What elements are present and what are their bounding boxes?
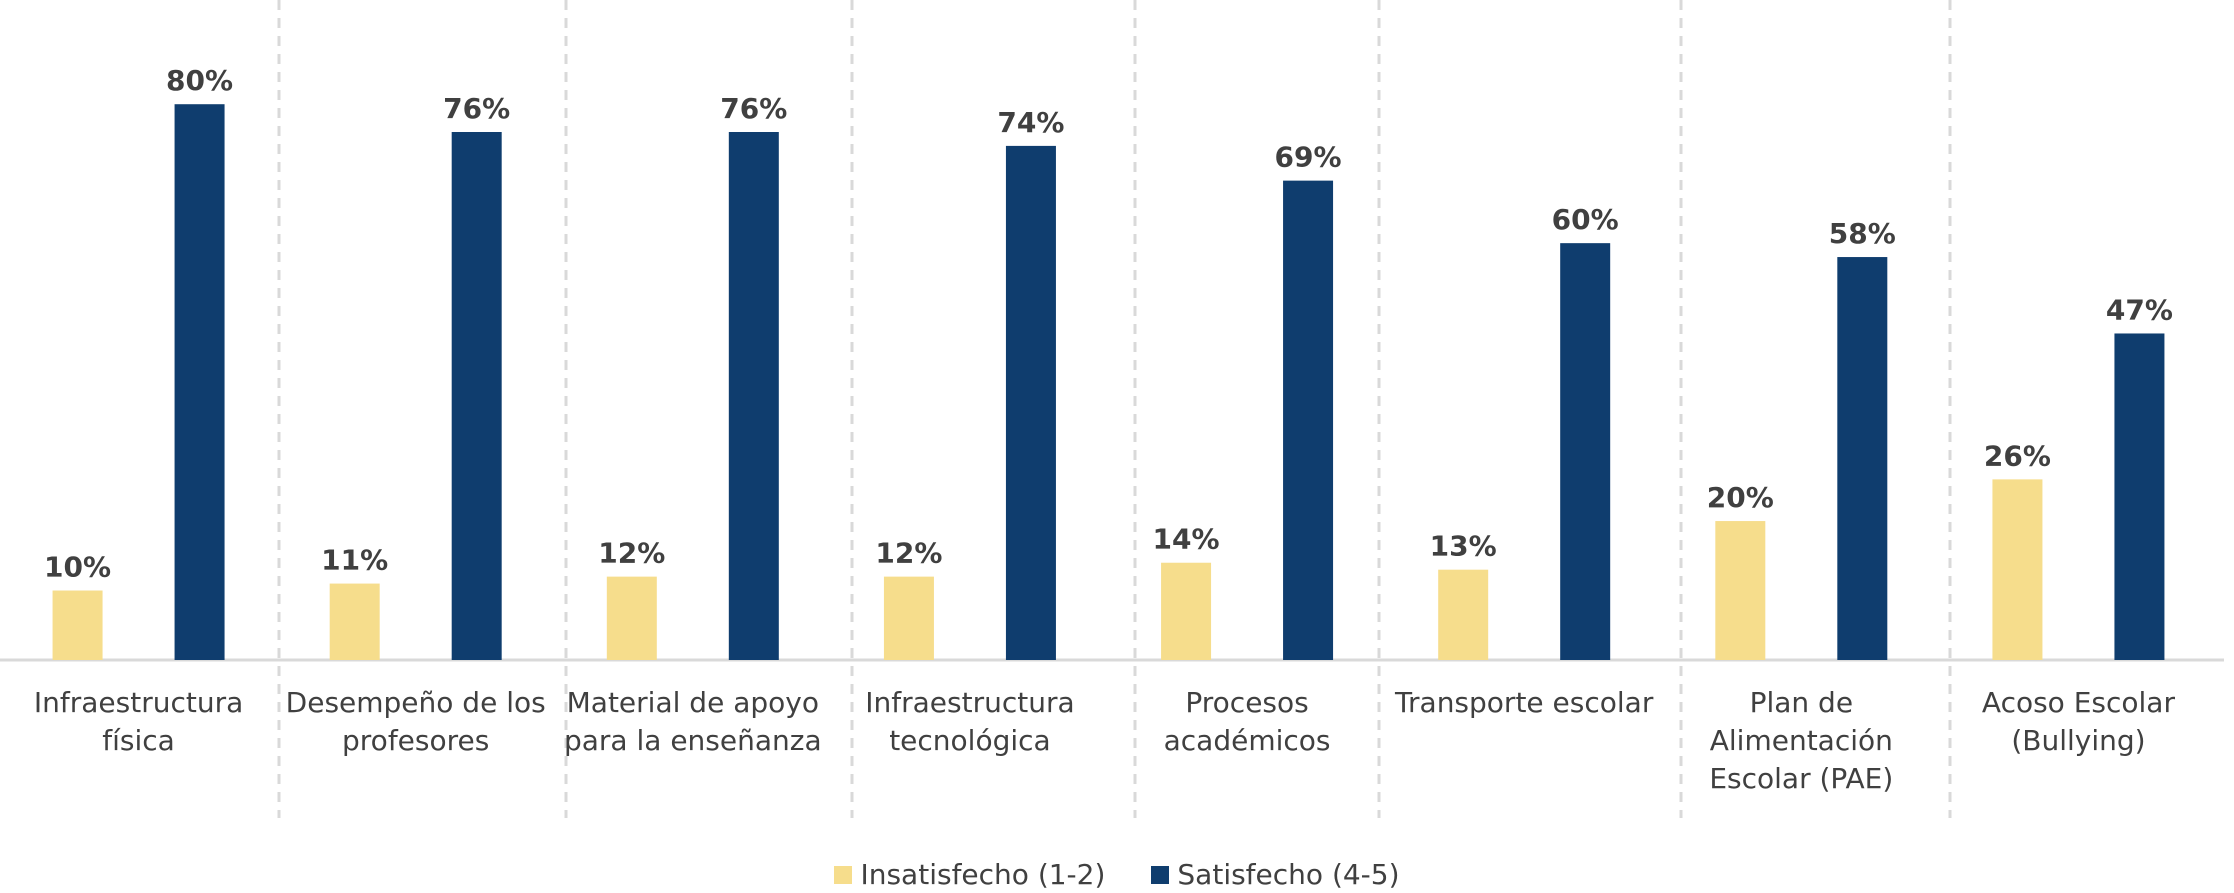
bar <box>1283 180 1334 660</box>
value-label: 80% <box>166 64 233 97</box>
legend: Insatisfecho (1-2) Satisfecho (4-5) <box>0 858 2234 891</box>
x-tick-label: Acoso Escolar (Bullying) <box>1981 686 2175 757</box>
value-label: 10% <box>44 551 111 584</box>
value-label: 12% <box>598 537 665 570</box>
x-tick-label: Infraestructura tecnológica <box>865 686 1075 757</box>
x-tick-label: Infraestructura física <box>33 686 244 757</box>
value-label: 76% <box>720 92 787 125</box>
bar <box>1005 145 1056 661</box>
value-label: 74% <box>997 106 1064 139</box>
value-label: 60% <box>1552 203 1619 236</box>
bar <box>1837 257 1888 660</box>
value-label: 26% <box>1984 439 2051 472</box>
value-label: 14% <box>1153 523 1220 556</box>
bar <box>1560 243 1611 660</box>
value-label: 69% <box>1275 141 1342 174</box>
bar <box>52 590 103 660</box>
bar <box>451 132 502 660</box>
legend-item: Satisfecho (4-5) <box>1151 858 1400 891</box>
legend-swatch <box>1151 865 1170 884</box>
bar <box>1715 521 1766 660</box>
bar <box>606 576 657 660</box>
bar <box>1161 562 1212 660</box>
x-tick-label: Plan de Alimentación Escolar (PAE) <box>1709 686 1894 795</box>
bar <box>1438 569 1489 660</box>
value-label: 47% <box>2106 293 2173 326</box>
x-tick-label: Transporte escolar <box>1395 686 1654 719</box>
value-label: 13% <box>1430 530 1497 563</box>
x-tick-label: Procesos académicos <box>1163 686 1331 757</box>
bar <box>329 583 380 660</box>
bar <box>728 132 779 660</box>
value-label: 20% <box>1707 481 1774 514</box>
x-tick-label: Desempeño de los profesores <box>285 686 546 757</box>
value-label: 76% <box>443 92 510 125</box>
x-tick-label: Material de apoyo para la enseñanza <box>563 686 822 757</box>
bar <box>174 104 225 661</box>
value-label: 12% <box>875 537 942 570</box>
bar <box>2114 333 2165 660</box>
legend-label: Satisfecho (4-5) <box>1177 858 1400 891</box>
legend-swatch <box>834 865 853 884</box>
value-label: 11% <box>321 544 388 577</box>
bar <box>1992 479 2043 660</box>
value-label: 58% <box>1829 217 1896 250</box>
legend-item: Insatisfecho (1-2) <box>834 858 1105 891</box>
legend-label: Insatisfecho (1-2) <box>860 858 1106 891</box>
bar <box>883 576 934 660</box>
